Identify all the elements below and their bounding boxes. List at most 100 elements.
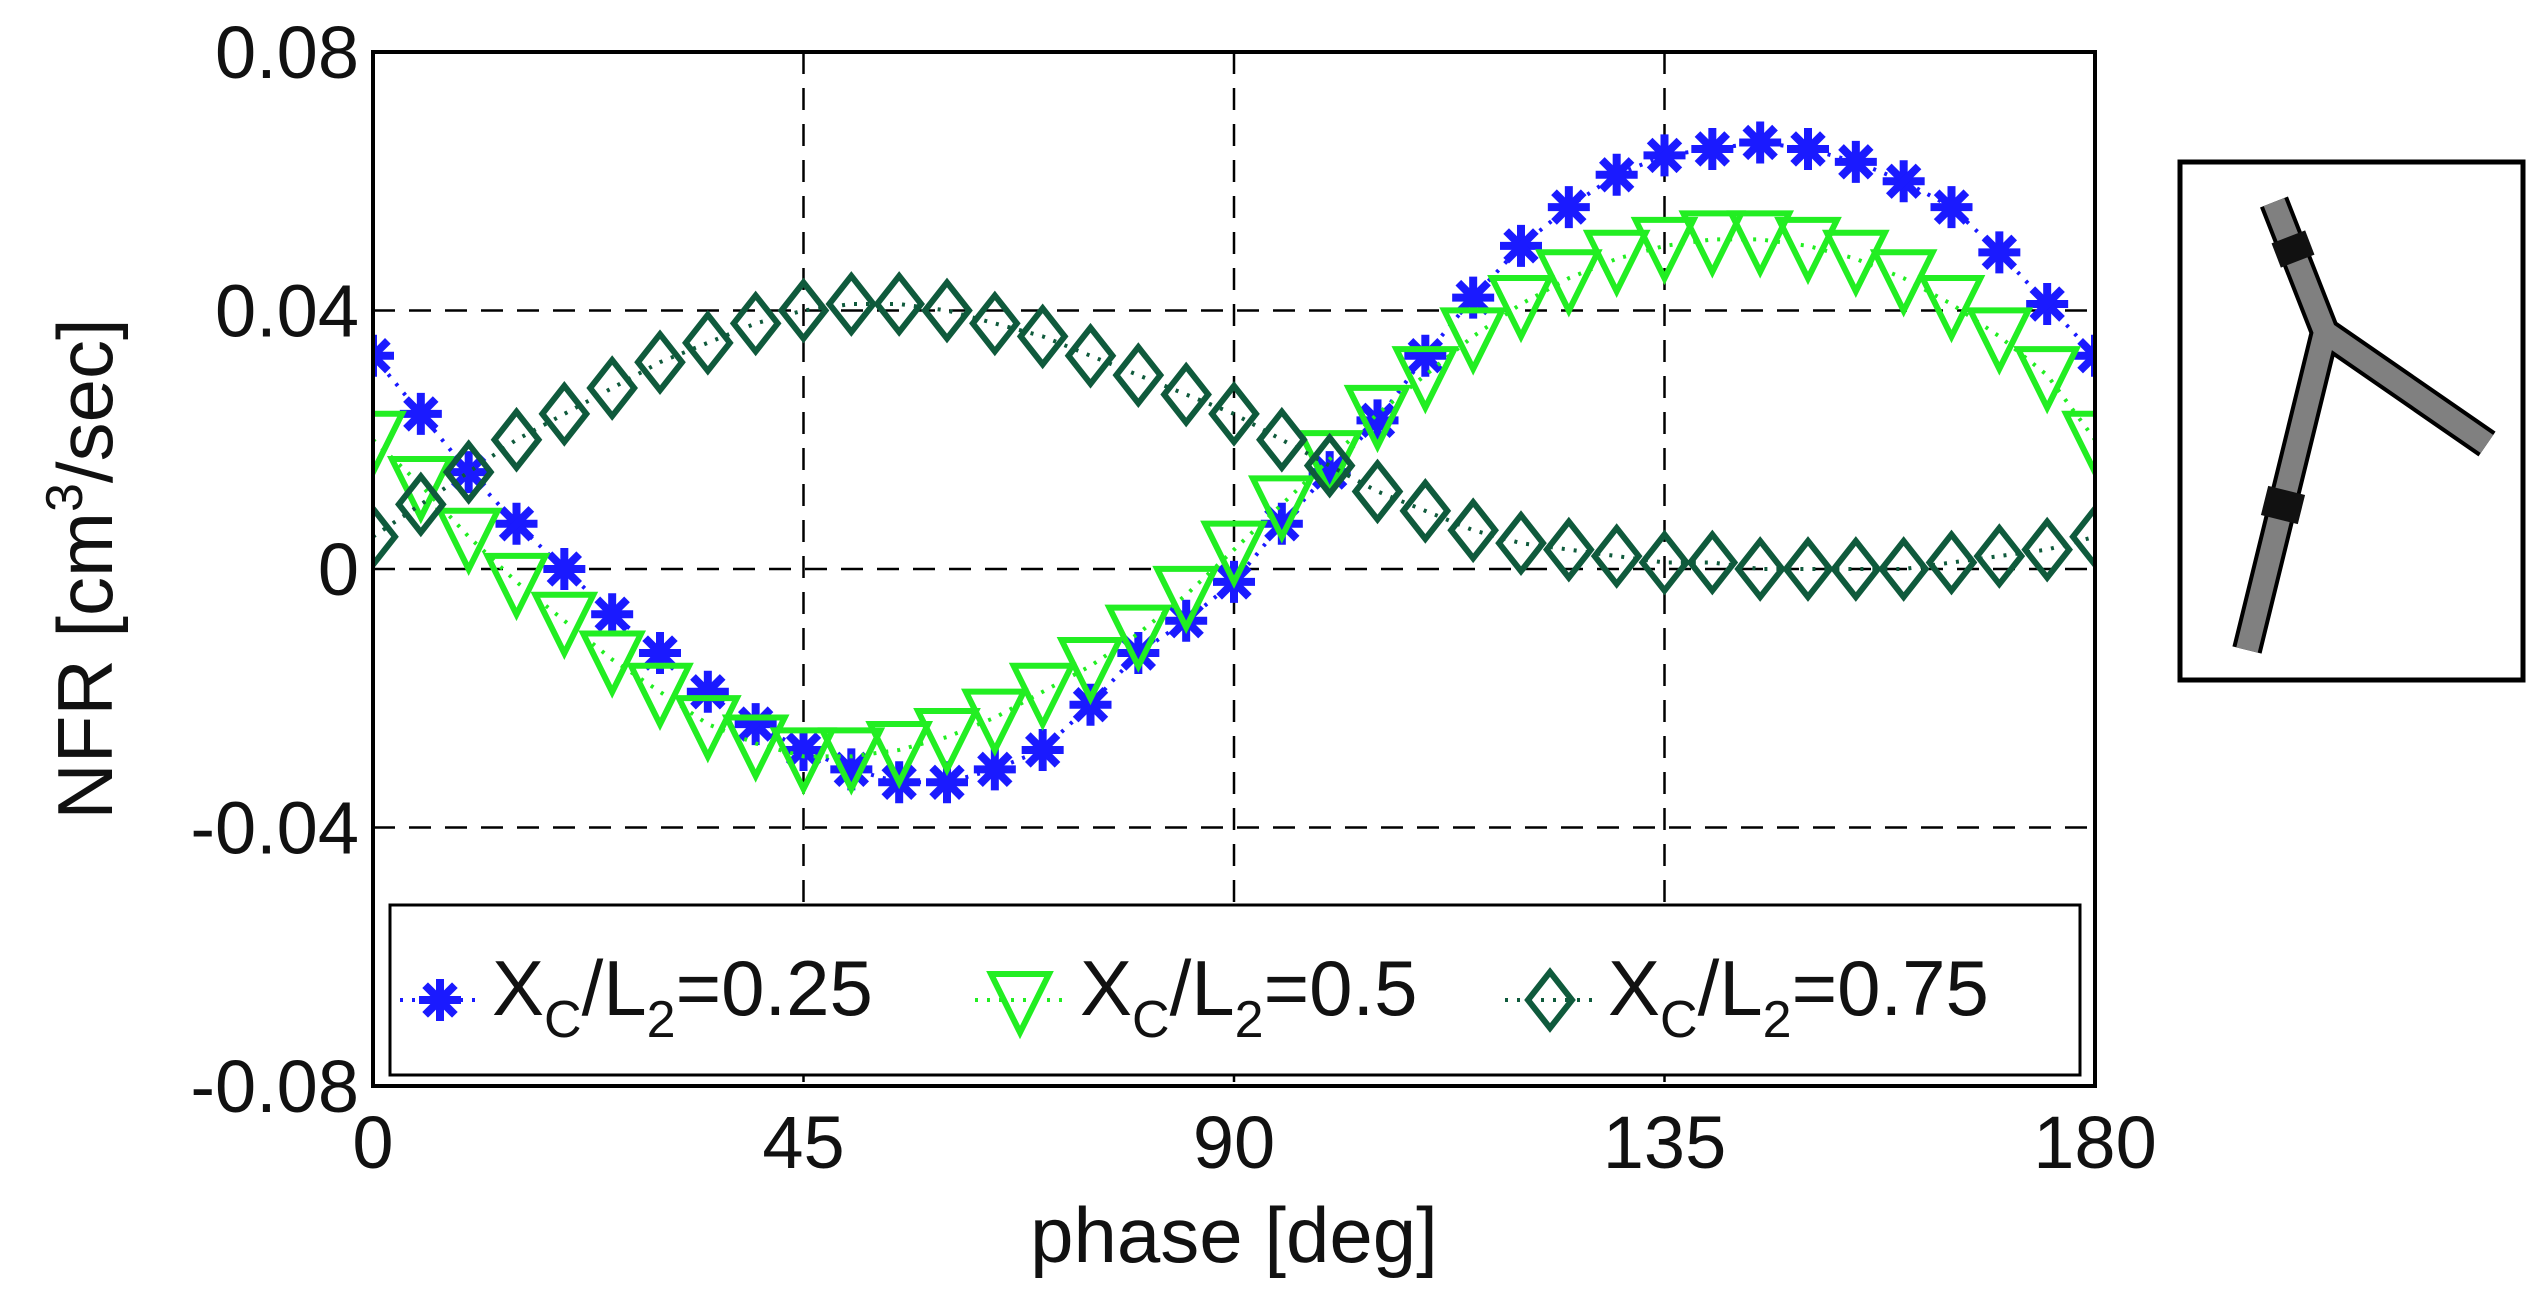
y-axis-label: NFR [cm3/sec] bbox=[36, 318, 129, 819]
legend-item-series-2: XC/L2=0.5 bbox=[975, 944, 1418, 1049]
junction-schematic bbox=[2177, 159, 2526, 683]
data-point-asterisk bbox=[543, 548, 586, 590]
data-point-triangle bbox=[1630, 216, 1699, 286]
data-point-triangle bbox=[1200, 520, 1268, 589]
x-axis-label: phase [deg] bbox=[1030, 1191, 1438, 1279]
data-point-diamond bbox=[1830, 536, 1882, 602]
y-tick-label: 0 bbox=[318, 528, 359, 611]
data-point-triangle bbox=[769, 727, 838, 796]
x-tick-label: 180 bbox=[2033, 1101, 2156, 1184]
data-point-triangle bbox=[434, 507, 503, 576]
data-point-asterisk bbox=[1834, 140, 1877, 183]
data-point-asterisk bbox=[419, 979, 461, 1021]
data-point-triangle bbox=[673, 695, 742, 764]
data-point-diamond bbox=[729, 290, 782, 357]
data-point-diamond bbox=[490, 406, 543, 473]
data-point-diamond bbox=[1543, 516, 1595, 583]
data-point-diamond bbox=[634, 329, 686, 396]
data-point-diamond bbox=[1925, 529, 1978, 596]
data-point-asterisk bbox=[2026, 283, 2069, 326]
series-line-2 bbox=[373, 237, 2095, 759]
y-tick-label: 0.08 bbox=[215, 11, 359, 94]
data-point-asterisk bbox=[1021, 728, 1064, 771]
x-tick-label: 45 bbox=[762, 1101, 844, 1184]
data-point-triangle bbox=[865, 720, 934, 790]
data-point-asterisk bbox=[734, 703, 777, 746]
data-point-triangle bbox=[913, 708, 981, 777]
data-point-diamond bbox=[777, 277, 830, 344]
data-point-diamond bbox=[395, 471, 447, 538]
data-point-asterisk bbox=[1882, 160, 1925, 203]
data-point-diamond bbox=[1256, 406, 1308, 473]
data-point-diamond bbox=[1351, 458, 1404, 525]
data-point-asterisk bbox=[926, 761, 968, 804]
data-point-diamond bbox=[1208, 381, 1260, 447]
data-point-asterisk bbox=[2074, 334, 2095, 377]
data-point-triangle bbox=[1678, 210, 1747, 279]
data-point-diamond bbox=[442, 439, 495, 505]
legend-label-series-3: XC/L2=0.75 bbox=[1608, 944, 1989, 1049]
data-point-diamond bbox=[2069, 503, 2095, 570]
data-point-diamond bbox=[825, 271, 878, 337]
legend-marker-diamond bbox=[1524, 967, 1576, 1033]
legend-box bbox=[388, 903, 2082, 1077]
data-point-diamond bbox=[873, 271, 925, 337]
data-point-asterisk bbox=[591, 593, 634, 636]
x-tick-labels: 0 45 90 135 180 bbox=[352, 1101, 2156, 1184]
data-point-triangle bbox=[1008, 662, 1077, 732]
data-point-diamond bbox=[1016, 303, 1069, 370]
data-point-triangle bbox=[1247, 475, 1316, 544]
legend-item-series-3: XC/L2=0.75 bbox=[1505, 944, 1989, 1049]
x-tick-label: 0 bbox=[352, 1101, 393, 1184]
legend: XC/L2=0.25 XC/L2=0.5 XC/L2=0.75 bbox=[388, 903, 2082, 1077]
data-point-diamond bbox=[1064, 322, 1117, 389]
data-point-triangle bbox=[1056, 636, 1125, 706]
data-point-triangle bbox=[1152, 565, 1221, 635]
data-point-diamond bbox=[1399, 477, 1452, 544]
data-point-diamond bbox=[538, 381, 591, 447]
data-point-asterisk bbox=[782, 728, 825, 771]
data-point-triangle bbox=[578, 630, 647, 699]
legend-label-series-1: XC/L2=0.25 bbox=[492, 944, 873, 1049]
data-point-asterisk bbox=[447, 451, 490, 494]
data-point-triangle bbox=[482, 552, 551, 622]
data-point-triangle bbox=[1869, 249, 1938, 318]
legend-marker-asterisk bbox=[419, 979, 461, 1021]
plot-frame bbox=[371, 50, 2097, 1088]
data-point-diamond bbox=[1782, 536, 1834, 602]
data-point-triangle bbox=[1821, 229, 1890, 299]
data-point-triangle bbox=[960, 688, 1029, 757]
data-point-diamond bbox=[1877, 536, 1930, 602]
data-point-triangle bbox=[1965, 307, 2034, 376]
pipe-clamp-lower bbox=[2260, 485, 2306, 525]
data-point-diamond bbox=[1638, 529, 1691, 596]
data-point-diamond bbox=[1686, 529, 1739, 596]
data-point-diamond bbox=[586, 355, 638, 421]
data-point-triangle bbox=[1582, 229, 1651, 299]
legend-marker-triangle bbox=[986, 971, 1054, 1040]
data-point-asterisk bbox=[1739, 121, 1782, 164]
data-point-diamond bbox=[1590, 523, 1643, 589]
data-point-triangle bbox=[530, 591, 599, 660]
data-point-asterisk bbox=[495, 502, 538, 545]
data-point-triangle bbox=[1439, 307, 1508, 376]
data-point-asterisk bbox=[1595, 153, 1638, 196]
x-tick-label: 135 bbox=[1603, 1101, 1726, 1184]
data-point-diamond bbox=[1973, 523, 2026, 589]
data-point-triangle bbox=[1534, 249, 1603, 318]
series-line-3 bbox=[373, 302, 2095, 571]
legend-item-series-1: XC/L2=0.25 bbox=[400, 944, 873, 1049]
data-point-asterisk bbox=[686, 670, 729, 713]
data-point-asterisk bbox=[1404, 334, 1447, 377]
y-tick-label: 0.04 bbox=[215, 270, 359, 353]
data-point-asterisk bbox=[373, 334, 394, 377]
pipe-clamp-upper bbox=[2271, 230, 2315, 268]
data-point-asterisk bbox=[1787, 127, 1829, 170]
data-point-triangle bbox=[386, 455, 455, 525]
data-point-diamond bbox=[2021, 516, 2073, 583]
series-3 bbox=[373, 271, 2095, 602]
data-point-triangle bbox=[1917, 275, 1986, 344]
data-point-triangle bbox=[373, 410, 407, 480]
data-point-asterisk bbox=[399, 392, 442, 435]
